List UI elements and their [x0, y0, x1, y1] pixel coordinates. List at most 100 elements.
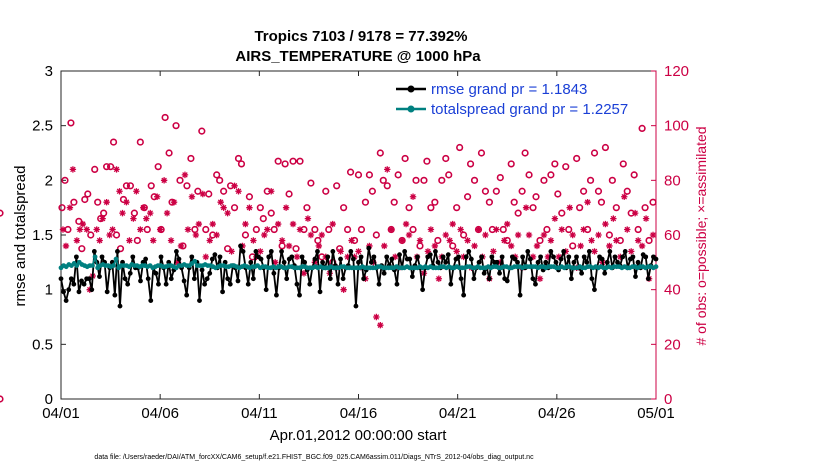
obs-possible-point — [496, 174, 504, 182]
y-axis: 0 0.5 1 1.5 2 2.5 3 — [32, 63, 66, 408]
obs-possible-point — [623, 187, 631, 195]
rmse-point — [497, 270, 502, 276]
rmse-point — [122, 276, 128, 282]
rmse-point — [612, 254, 618, 260]
obs-possible-point — [0, 209, 4, 217]
obs-assimilated-point — [416, 237, 424, 244]
rmse-point — [538, 254, 543, 260]
obs-assimilated-point — [62, 242, 70, 250]
obs-possible-point — [220, 187, 228, 195]
obs-possible-point — [116, 245, 125, 253]
obs-assimilated-point — [278, 237, 286, 244]
obs-assimilated-point — [504, 220, 511, 228]
obs-assimilated-point — [475, 226, 482, 233]
obs-possible-point — [165, 149, 173, 157]
rmse-point — [79, 278, 84, 284]
rmse-point — [89, 287, 95, 293]
obs-assimilated-point — [274, 220, 282, 228]
y-tick-label: 3 — [45, 63, 53, 80]
obs-assimilated-point — [119, 209, 126, 217]
rmse-point — [551, 254, 556, 260]
rmse-point — [274, 292, 279, 298]
obs-assimilated-point — [384, 166, 391, 173]
obs-possible-point — [368, 187, 376, 195]
obs-possible-point — [340, 204, 348, 212]
obs-possible-point — [303, 204, 311, 212]
obs-possible-point — [518, 187, 526, 195]
obs-assimilated-point — [402, 220, 410, 228]
rmse-point — [645, 276, 651, 282]
totalspread-point — [90, 263, 95, 269]
rmse-point — [97, 274, 102, 279]
obs-possible-point — [460, 231, 468, 239]
rmse-point — [461, 292, 467, 298]
rmse-point — [543, 259, 549, 265]
obs-possible-point — [394, 171, 402, 179]
obs-assimilated-point — [261, 231, 268, 239]
obs-possible-point — [434, 236, 442, 245]
obs-possible-point — [230, 204, 239, 212]
obs-possible-point — [532, 193, 540, 201]
obs-assimilated-point — [628, 248, 635, 255]
rmse-point — [512, 256, 518, 262]
obs-possible-point — [573, 154, 581, 163]
rmse-point — [330, 249, 336, 254]
rmse-point — [350, 256, 356, 262]
obs-assimilated-point — [167, 237, 175, 244]
obs-possible-point — [543, 225, 551, 234]
obs-assimilated-point — [391, 253, 399, 261]
rmse-point — [338, 256, 343, 262]
obs-possible-point — [87, 231, 95, 239]
obs-possible-point — [109, 138, 118, 146]
rmse-point — [479, 254, 485, 260]
obs-assimilated-point — [442, 231, 449, 239]
obs-possible-point — [81, 195, 89, 204]
obs-assimilated-point — [103, 199, 110, 206]
rmse-point — [184, 292, 190, 298]
rmse-point — [435, 259, 441, 265]
obs-possible-point — [234, 154, 243, 163]
obs-assimilated-point — [282, 204, 290, 211]
y-tick-label: 2 — [45, 172, 53, 189]
rmse-point — [602, 270, 608, 276]
rmse-point — [525, 249, 531, 254]
rmse-point — [104, 289, 110, 295]
rmse-point — [245, 281, 251, 287]
rmse-point — [353, 303, 359, 309]
obs-possible-point — [136, 138, 144, 146]
obs-assimilated-point — [547, 237, 555, 244]
legend-spread-marker — [407, 105, 415, 113]
obs-possible-point — [154, 163, 162, 171]
y2-tick-label: 0 — [664, 391, 672, 408]
obs-possible-point — [645, 236, 653, 245]
obs-assimilated-point — [285, 242, 293, 250]
obs-possible-point — [213, 171, 221, 179]
rmse-point — [397, 252, 402, 258]
obs-possible-point — [612, 204, 620, 212]
rmse-point — [458, 276, 464, 282]
obs-possible-point — [619, 160, 627, 168]
obs-assimilated-point — [235, 188, 242, 195]
obs-assimilated-point — [525, 231, 533, 239]
obs-assimilated-point — [555, 253, 563, 261]
obs-possible-point — [122, 182, 131, 190]
obs-possible-point — [409, 225, 417, 234]
obs-possible-point — [470, 176, 479, 184]
obs-possible-point — [237, 160, 246, 168]
x-tick-label: 04/11 — [241, 405, 277, 422]
obs-possible-point — [270, 225, 278, 234]
rmse-point — [76, 289, 82, 295]
y2-axis: 0 20 40 60 80 100 120 — [651, 63, 689, 408]
obs-assimilated-point — [246, 204, 253, 211]
totalspread-point — [92, 254, 98, 260]
obs-assimilated-point — [195, 220, 203, 228]
obs-assimilated-point — [304, 215, 312, 222]
obs-possible-series — [0, 113, 657, 403]
obs-possible-point — [442, 154, 450, 163]
obs-possible-point — [405, 204, 413, 212]
obs-possible-point — [106, 163, 115, 171]
rmse-point — [158, 254, 164, 260]
rmse-point — [227, 281, 233, 287]
obs-assimilated-point — [501, 237, 508, 244]
obs-assimilated-point — [471, 242, 478, 250]
